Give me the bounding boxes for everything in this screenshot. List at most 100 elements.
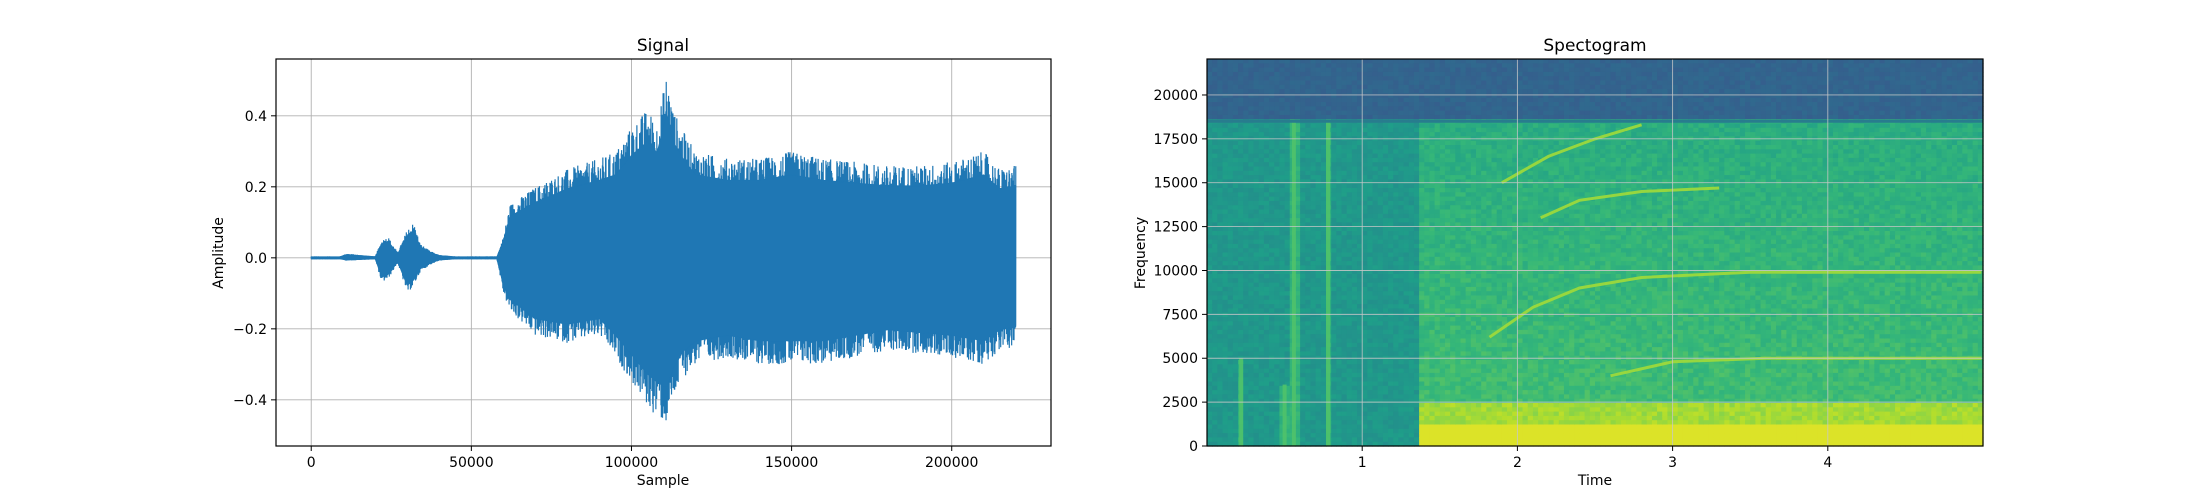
- spectrogram-cell: [1248, 415, 1255, 421]
- spectrogram-cell: [1470, 329, 1477, 335]
- spectrogram-cell: [1429, 372, 1436, 378]
- spectrogram-cell: [1357, 89, 1363, 94]
- spectrogram-cell: [1305, 295, 1312, 301]
- spectrogram-cell: [1351, 411, 1358, 417]
- spectrogram-cell: [1367, 140, 1374, 146]
- spectrogram-cell: [1460, 437, 1467, 443]
- spectrogram-cell: [1362, 140, 1368, 146]
- spectrogram-cell: [1331, 183, 1337, 189]
- spectrogram-cell: [1269, 424, 1275, 430]
- spectrogram-cell: [1465, 89, 1472, 94]
- spectrogram-cell: [1465, 102, 1472, 107]
- spectrogram-cell: [1470, 59, 1477, 64]
- spectrogram-cell: [1336, 84, 1343, 90]
- spectrogram-cell: [1393, 385, 1400, 391]
- spectrogram-cell: [1455, 372, 1462, 378]
- spectrogram-cell: [1403, 299, 1410, 305]
- spectrogram-cell: [1460, 329, 1467, 335]
- spectrogram-cell: [1232, 106, 1239, 112]
- spectrogram-cell: [1465, 437, 1472, 443]
- spectrogram-cell: [1439, 282, 1446, 288]
- spectrogram-cell: [1362, 368, 1368, 374]
- spectrogram-cell: [1258, 89, 1265, 94]
- spectrogram-cell: [1253, 218, 1260, 223]
- spectrogram-cell: [1243, 282, 1249, 288]
- spectrogram-cell: [1465, 192, 1472, 198]
- spectrogram-cell: [1450, 321, 1456, 327]
- spectrogram-cell: [1465, 441, 1472, 447]
- spectrogram-cell: [1465, 132, 1472, 137]
- spectrogram-cell: [1269, 274, 1275, 279]
- spectrogram-cell: [1434, 153, 1441, 159]
- spectrogram-cell: [1486, 424, 1493, 430]
- spectrogram-cell: [1232, 127, 1239, 133]
- spectrogram-cell: [1413, 308, 1420, 314]
- spectrogram-cell: [1444, 347, 1451, 352]
- spectrogram-cell: [1284, 317, 1291, 322]
- spectrogram-cell: [1367, 390, 1374, 395]
- spectrogram-cell: [1382, 321, 1389, 327]
- spectrogram-cell: [1300, 248, 1306, 254]
- spectrogram-cell: [1320, 106, 1327, 112]
- spectrogram-cell: [1294, 360, 1301, 365]
- spectrogram-cell: [1398, 213, 1405, 219]
- spectrogram-cell: [1212, 226, 1218, 232]
- spectrogram-cell: [1320, 231, 1327, 236]
- spectrogram-cell: [1310, 295, 1317, 301]
- spectrogram-cell: [1419, 213, 1425, 219]
- spectrogram-cell: [1388, 153, 1394, 159]
- spectrogram-cell: [1258, 127, 1265, 133]
- spectrogram-cell: [1486, 192, 1493, 198]
- spectrogram-cell: [1320, 239, 1327, 245]
- spectrogram-cell: [1222, 235, 1229, 241]
- spectrogram-cell: [1429, 196, 1436, 202]
- spectrogram-cell: [1274, 269, 1281, 275]
- spectrogram-cell: [1403, 179, 1410, 185]
- spectrogram-cell: [1294, 235, 1301, 241]
- spectrogram-cell: [1320, 162, 1327, 168]
- spectrogram-cell: [1382, 89, 1389, 94]
- spectrogram-cell: [1377, 308, 1384, 314]
- spectrogram-cell: [1351, 97, 1358, 103]
- spectrogram-cell: [1429, 411, 1436, 417]
- spectrogram-cell: [1382, 351, 1389, 357]
- spectrogram-cell: [1336, 80, 1343, 86]
- spectrogram-cell: [1434, 312, 1441, 318]
- spectrogram-cell: [1341, 364, 1348, 370]
- spectrogram-cell: [1367, 437, 1374, 443]
- spectrogram-cell: [1388, 97, 1394, 103]
- spectrogram-cell: [1253, 188, 1260, 193]
- spectrogram-cell: [1331, 132, 1337, 137]
- spectrogram-cell: [1481, 304, 1487, 309]
- spectrogram-cell: [1367, 175, 1374, 180]
- spectrogram-cell: [1269, 71, 1275, 77]
- spectrogram-cell: [1248, 360, 1255, 365]
- spectrogram-cell: [1331, 243, 1337, 249]
- spectrogram-cell: [1357, 265, 1363, 271]
- spectrogram-cell: [1207, 149, 1213, 155]
- spectrogram-cell: [1357, 308, 1363, 314]
- spectrogram-cell: [1300, 89, 1306, 94]
- spectrogram-cell: [1419, 398, 1425, 404]
- spectrogram-cell: [1279, 385, 1286, 391]
- spectrogram-cell: [1300, 334, 1306, 340]
- spectrogram-cell: [1217, 110, 1224, 116]
- spectrogram-cell: [1362, 209, 1368, 215]
- spectrogram-cell: [1253, 424, 1260, 430]
- spectrogram-cell: [1331, 157, 1337, 163]
- spectrogram-cell: [1367, 364, 1374, 370]
- spectrogram-cell: [1269, 265, 1275, 271]
- spectrogram-cell: [1470, 321, 1477, 327]
- spectrogram-cell: [1243, 196, 1249, 202]
- spectrogram-cell: [1238, 175, 1244, 180]
- spectrogram-cell: [1300, 123, 1306, 129]
- spectrogram-cell: [1351, 407, 1358, 413]
- spectrogram-cell: [1382, 325, 1389, 331]
- spectrogram-cell: [1300, 67, 1306, 73]
- spectrogram-cell: [1388, 424, 1394, 430]
- spectrogram-cell: [1207, 364, 1213, 370]
- spectrogram-cell: [1362, 269, 1368, 275]
- spectrogram-cell: [1388, 403, 1394, 408]
- spectrogram-cell: [1346, 170, 1353, 176]
- spectrogram-cell: [1331, 286, 1337, 292]
